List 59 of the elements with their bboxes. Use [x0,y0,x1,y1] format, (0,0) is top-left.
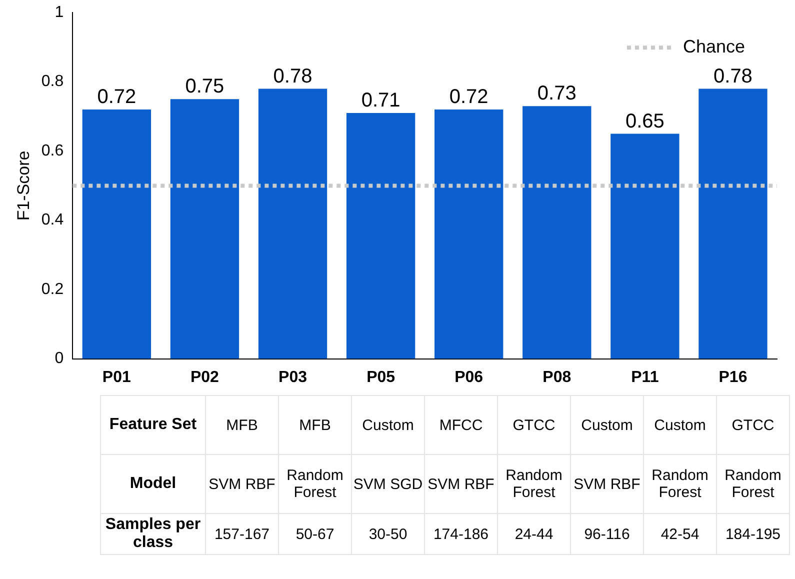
text: 174-186 [424,514,498,554]
x-tick-label: P02 [190,368,220,386]
legend-label: Chance [683,36,746,57]
text: Feature Set [100,396,206,454]
text: 50-67 [278,514,352,554]
y-tick-label: 0.8 [41,73,64,90]
y-tick-label: 0.6 [41,142,64,160]
y-tick-label: 0.2 [41,280,64,298]
bar [82,110,151,359]
data-label: 0.75 [185,76,224,98]
data-label: 0.72 [97,86,136,108]
bar [258,88,328,359]
text: 157-167 [206,514,278,554]
text: Random Forest [498,454,570,514]
bar [170,99,240,359]
text: GTCC [716,396,790,454]
text: Random Forest [278,454,352,514]
data-label: 0.78 [273,65,312,88]
text: SVM RBF [570,454,644,514]
y-tick-label: 0.4 [41,212,64,229]
text: 184-195 [716,514,790,554]
data-label: 0.73 [537,82,576,105]
text: Custom [644,396,716,454]
text: 96-116 [570,514,644,554]
data-label: 0.71 [361,90,400,112]
x-tick-label: P16 [718,368,748,386]
text: Random Forest [716,454,790,514]
y-axis-title: F1-Score [14,150,33,221]
text: SVM SGD [352,454,424,514]
text: 30-50 [352,514,424,554]
text: 24-44 [498,514,570,554]
x-tick-label: P03 [278,368,308,386]
y-tick-label: 0 [54,350,64,368]
bar [346,113,416,359]
y-tick-label: 1 [54,4,64,22]
text: MFB [278,396,352,454]
x-tick-label: P06 [454,368,484,386]
text: Custom [570,396,644,454]
text: SVM RBF [206,454,278,514]
text: MFCC [424,396,498,454]
text: Custom [352,396,424,454]
x-tick-label: P11 [631,368,659,386]
text: GTCC [498,396,570,454]
bar [610,134,680,359]
x-tick-label: P05 [366,368,396,386]
bar [434,110,504,359]
data-label: 0.72 [449,86,488,108]
x-tick-label: P08 [542,368,572,386]
text: Model [100,454,206,514]
x-tick-label: P01 [102,368,131,386]
text: MFB [206,396,278,454]
text: Random Forest [644,454,716,514]
data-label: 0.78 [714,65,752,88]
data-label: 0.65 [625,110,664,132]
bar [698,88,768,359]
text: 42-54 [644,514,716,554]
text: SVM RBF [424,454,498,514]
text: Samples per class [100,514,206,554]
bar [522,106,592,359]
